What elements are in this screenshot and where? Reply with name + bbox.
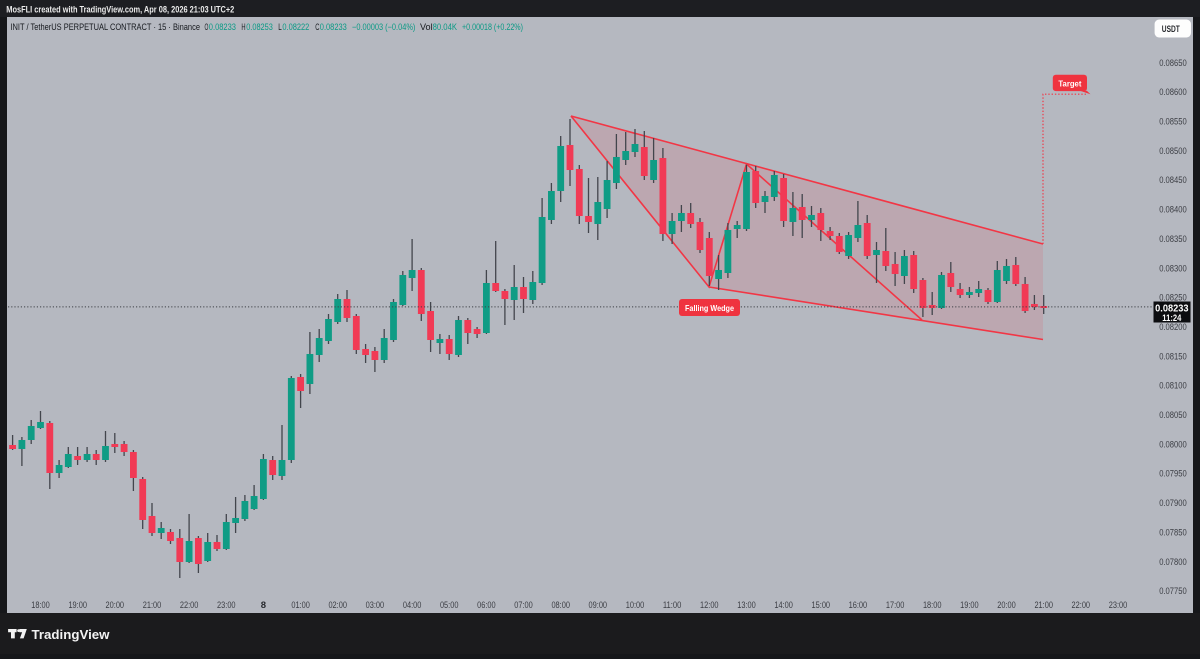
svg-text:0.08350: 0.08350: [1159, 234, 1187, 244]
svg-text:0.08150: 0.08150: [1159, 351, 1187, 361]
svg-text:07:00: 07:00: [514, 600, 533, 610]
svg-text:01:00: 01:00: [291, 600, 310, 610]
svg-text:08:00: 08:00: [551, 600, 570, 610]
svg-text:0.08050: 0.08050: [1159, 410, 1187, 420]
svg-text:0.08233: 0.08233: [320, 22, 347, 32]
svg-text:0.08650: 0.08650: [1159, 58, 1187, 68]
svg-text:0.08450: 0.08450: [1159, 175, 1187, 185]
svg-text:80.04K: 80.04K: [433, 22, 458, 32]
svg-text:06:00: 06:00: [477, 600, 496, 610]
svg-text:02:00: 02:00: [328, 600, 347, 610]
svg-text:0.08550: 0.08550: [1159, 117, 1187, 127]
svg-text:0.07800: 0.07800: [1159, 557, 1187, 567]
svg-text:0.07850: 0.07850: [1159, 527, 1187, 537]
svg-text:04:00: 04:00: [403, 600, 422, 610]
svg-text:0.07750: 0.07750: [1159, 586, 1187, 596]
svg-text:0.08253: 0.08253: [246, 22, 273, 32]
svg-text:L: L: [278, 22, 282, 32]
svg-text:0.08500: 0.08500: [1159, 146, 1187, 156]
svg-text:0.07900: 0.07900: [1159, 498, 1187, 508]
svg-text:15:00: 15:00: [812, 600, 831, 610]
svg-text:22:00: 22:00: [180, 600, 199, 610]
svg-text:C: C: [315, 22, 320, 32]
svg-text:11:24: 11:24: [1162, 313, 1182, 323]
svg-text:03:00: 03:00: [366, 600, 385, 610]
svg-text:O: O: [205, 22, 209, 32]
svg-text:18:00: 18:00: [31, 600, 50, 610]
svg-text:10:00: 10:00: [626, 600, 645, 610]
svg-text:19:00: 19:00: [68, 600, 87, 610]
svg-text:INIT / TetherUS PERPETUAL CONT: INIT / TetherUS PERPETUAL CONTRACT · 15 …: [10, 22, 200, 32]
svg-text:20:00: 20:00: [997, 600, 1016, 610]
svg-text:21:00: 21:00: [1034, 600, 1053, 610]
svg-text:MosFLI created with TradingVie: MosFLI created with TradingView.com, Apr…: [6, 4, 234, 14]
svg-text:USDT: USDT: [1162, 24, 1180, 34]
svg-text:0.08100: 0.08100: [1159, 381, 1187, 391]
svg-text:22:00: 22:00: [1072, 600, 1091, 610]
svg-text:17:00: 17:00: [886, 600, 905, 610]
svg-text:23:00: 23:00: [1109, 600, 1128, 610]
svg-text:0.08300: 0.08300: [1159, 263, 1187, 273]
svg-text:14:00: 14:00: [774, 600, 793, 610]
svg-text:TradingView: TradingView: [32, 627, 111, 642]
svg-text:18:00: 18:00: [923, 600, 942, 610]
svg-text:12:00: 12:00: [700, 600, 719, 610]
svg-text:Target: Target: [1058, 79, 1081, 89]
svg-text:0.08400: 0.08400: [1159, 205, 1187, 215]
svg-text:0.08222: 0.08222: [282, 22, 309, 32]
svg-text:23:00: 23:00: [217, 600, 236, 610]
svg-text:+0.00018 (+0.22%): +0.00018 (+0.22%): [462, 22, 523, 32]
svg-text:0.08233: 0.08233: [209, 22, 236, 32]
svg-text:21:00: 21:00: [143, 600, 162, 610]
svg-text:0.08250: 0.08250: [1159, 293, 1187, 303]
svg-text:Vol: Vol: [420, 22, 433, 32]
svg-text:0.08000: 0.08000: [1159, 439, 1187, 449]
svg-text:0.07950: 0.07950: [1159, 469, 1187, 479]
svg-text:Falling Wedge: Falling Wedge: [685, 303, 734, 313]
svg-text:19:00: 19:00: [960, 600, 979, 610]
svg-text:−0.00003 (−0.04%): −0.00003 (−0.04%): [352, 22, 415, 32]
svg-text:05:00: 05:00: [440, 600, 459, 610]
svg-text:20:00: 20:00: [106, 600, 125, 610]
svg-text:13:00: 13:00: [737, 600, 756, 610]
svg-text:0.08200: 0.08200: [1159, 322, 1187, 332]
svg-text:09:00: 09:00: [589, 600, 608, 610]
svg-text:0.08233: 0.08233: [1155, 304, 1188, 315]
svg-text:8: 8: [261, 600, 266, 611]
svg-text:H: H: [241, 22, 245, 32]
svg-text:11:00: 11:00: [663, 600, 682, 610]
svg-text:16:00: 16:00: [849, 600, 868, 610]
svg-text:0.08600: 0.08600: [1159, 87, 1187, 97]
